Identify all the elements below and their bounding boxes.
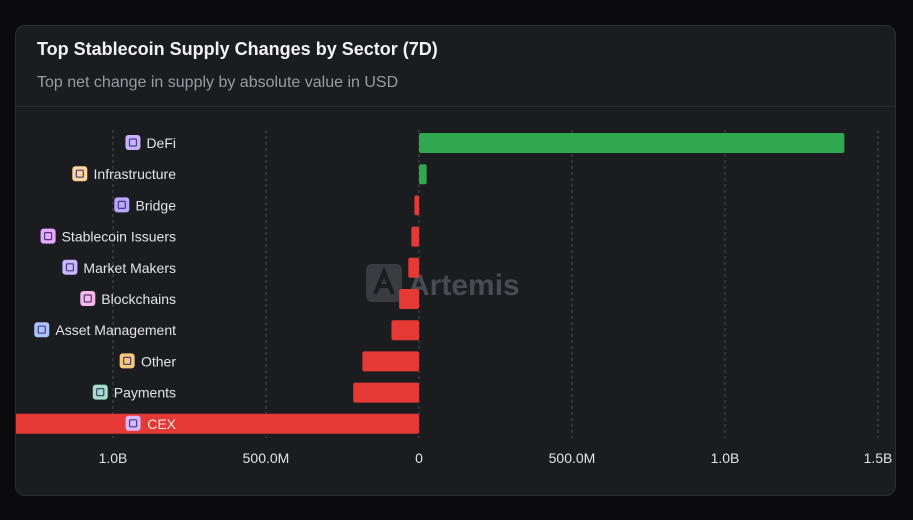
bar-bridge[interactable] bbox=[414, 195, 419, 216]
bridge-icon bbox=[114, 197, 130, 213]
x-tick-label: 500.0M bbox=[243, 450, 290, 466]
bar-payments[interactable] bbox=[353, 382, 419, 403]
bar-infrastructure[interactable] bbox=[419, 164, 427, 185]
watermark-text: Artemis bbox=[408, 269, 520, 302]
watermark: Artemis bbox=[366, 264, 520, 302]
bar-blockchains[interactable] bbox=[399, 289, 419, 309]
cex-icon bbox=[125, 415, 141, 431]
category-label: Asset Management bbox=[55, 322, 176, 338]
other-icon bbox=[119, 353, 135, 369]
x-tick-label: 1.0B bbox=[99, 450, 128, 466]
artemis-logo-glyph bbox=[373, 266, 395, 295]
x-tick-label: 0 bbox=[415, 450, 423, 466]
market-makers-icon bbox=[62, 259, 78, 275]
bar-chart: Artemis1.5B1.0B500.0M0500.0M1.0B1.5BDeFi… bbox=[16, 130, 893, 466]
bar-asset-management[interactable] bbox=[391, 320, 419, 341]
stablecoin-issuers-icon bbox=[40, 228, 56, 244]
chart-title: Top Stablecoin Supply Changes by Sector … bbox=[37, 39, 438, 59]
x-tick-label: 1.0B bbox=[711, 450, 740, 466]
bar-stablecoin-issuers[interactable] bbox=[411, 226, 419, 247]
x-tick-label: 500.0M bbox=[549, 450, 596, 466]
payments-icon bbox=[92, 384, 108, 400]
x-tick-label: 1.5B bbox=[864, 450, 893, 466]
category-label: Other bbox=[141, 353, 176, 369]
category-label: DeFi bbox=[146, 135, 176, 151]
category-label: Stablecoin Issuers bbox=[62, 229, 176, 245]
chart-card: Top Stablecoin Supply Changes by Sector … bbox=[15, 25, 896, 496]
bar-cex[interactable] bbox=[16, 413, 419, 434]
chart-subtitle: Top net change in supply by absolute val… bbox=[37, 74, 399, 91]
category-label: Bridge bbox=[136, 197, 177, 213]
bar-defi[interactable] bbox=[419, 133, 845, 153]
category-label: Payments bbox=[114, 385, 176, 401]
category-label: CEX bbox=[147, 416, 176, 432]
category-label: Blockchains bbox=[101, 291, 176, 307]
defi-icon bbox=[125, 135, 141, 150]
bar-market-makers[interactable] bbox=[408, 257, 419, 278]
asset-management-icon bbox=[34, 322, 50, 338]
bar-other[interactable] bbox=[362, 351, 419, 372]
category-label: Market Makers bbox=[83, 260, 176, 276]
card-header: Top Stablecoin Supply Changes by Sector … bbox=[16, 26, 895, 107]
infrastructure-icon bbox=[72, 166, 88, 182]
category-label: Infrastructure bbox=[94, 166, 177, 182]
blockchains-icon bbox=[80, 291, 96, 306]
